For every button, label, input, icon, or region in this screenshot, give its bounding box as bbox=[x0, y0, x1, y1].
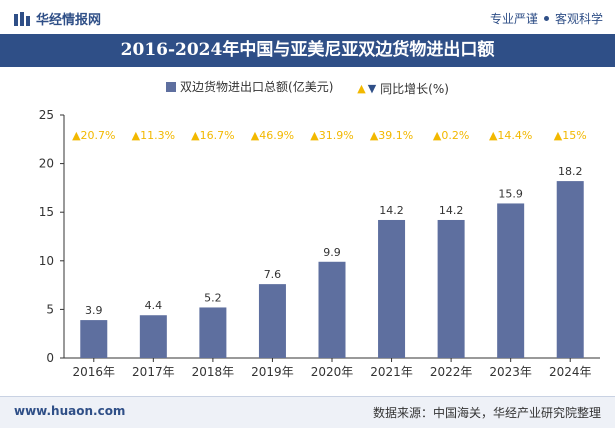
x-tick-label: 2023年 bbox=[489, 365, 532, 379]
data-source: 数据来源：中国海关，华经产业研究院整理 bbox=[372, 406, 601, 420]
slogan: 专业严谨 客观科学 bbox=[490, 10, 603, 27]
site-link[interactable]: www.huaon.com bbox=[14, 404, 126, 418]
growth-label: ▲39.1% bbox=[370, 129, 413, 142]
growth-label: ▲15% bbox=[554, 129, 587, 142]
slogan-left: 专业严谨 bbox=[489, 12, 538, 26]
growth-label: ▲14.4% bbox=[489, 129, 532, 142]
x-tick-label: 2020年 bbox=[311, 365, 354, 379]
triangle-down-icon: ▼ bbox=[367, 81, 377, 95]
brand-logo[interactable]: 华经情报网 bbox=[14, 9, 101, 28]
bar-value-label: 18.2 bbox=[558, 165, 583, 178]
growth-label: ▲20.7% bbox=[72, 129, 115, 142]
chart-title: 2016-2024年中国与亚美尼亚双边货物进出口额 bbox=[0, 34, 615, 67]
chart-legend: 双边货物进出口总额(亿美元) ▲ ▼ 同比增长(%) bbox=[0, 78, 615, 97]
bar bbox=[80, 320, 108, 358]
brand-name: 华经情报网 bbox=[36, 13, 102, 28]
bar-value-label: 15.9 bbox=[498, 187, 523, 200]
x-tick-label: 2024年 bbox=[549, 365, 592, 379]
growth-label: ▲11.3% bbox=[132, 129, 175, 142]
bar-value-label: 5.2 bbox=[204, 291, 222, 304]
growth-label: ▲16.7% bbox=[191, 129, 234, 142]
x-tick-label: 2022年 bbox=[430, 365, 473, 379]
bar-value-label: 7.6 bbox=[264, 268, 282, 281]
legend-bar-label: 双边货物进出口总额(亿美元) bbox=[180, 80, 334, 94]
bar-chart: 0 5 10 15 20 25 3.9 2016年 ▲20.7% 4.4 2017年 ▲11.3% 5.… bbox=[39, 108, 600, 379]
growth-label: ▲46.9% bbox=[251, 129, 294, 142]
bar bbox=[318, 261, 346, 358]
y-tick-label: 5 bbox=[46, 302, 54, 316]
y-tick-label: 25 bbox=[39, 108, 54, 122]
x-tick-label: 2017年 bbox=[132, 365, 175, 379]
x-tick-label: 2019年 bbox=[251, 365, 294, 379]
bar bbox=[258, 284, 286, 358]
bar bbox=[378, 219, 406, 358]
y-tick-label: 10 bbox=[39, 254, 54, 268]
x-tick-label: 2016年 bbox=[73, 365, 116, 379]
bar bbox=[437, 219, 465, 358]
bar-value-label: 14.2 bbox=[379, 204, 404, 217]
triangle-up-icon: ▲ bbox=[357, 81, 366, 95]
growth-label: ▲31.9% bbox=[310, 129, 353, 142]
bar-value-label: 3.9 bbox=[85, 304, 103, 317]
x-tick-label: 2021年 bbox=[370, 365, 413, 379]
bar-value-label: 9.9 bbox=[323, 246, 341, 259]
legend-growth-item: ▲ ▼ 同比增长(%) bbox=[357, 80, 449, 97]
y-tick-label: 0 bbox=[46, 351, 54, 365]
bar bbox=[139, 315, 167, 358]
bar bbox=[556, 181, 584, 358]
y-tick-label: 15 bbox=[39, 205, 54, 219]
bar bbox=[199, 307, 227, 358]
legend-bar-item: 双边货物进出口总额(亿美元) bbox=[166, 78, 333, 95]
bar-value-label: 4.4 bbox=[145, 299, 163, 312]
bar bbox=[497, 203, 525, 358]
slogan-right: 客观科学 bbox=[554, 12, 603, 26]
bar-swatch-icon bbox=[166, 81, 177, 92]
logo-icon bbox=[14, 11, 30, 26]
x-tick-label: 2018年 bbox=[192, 365, 235, 379]
slogan-dot bbox=[543, 16, 549, 21]
y-tick-label: 20 bbox=[39, 157, 54, 171]
bar-value-label: 14.2 bbox=[439, 204, 464, 217]
growth-label: ▲0.2% bbox=[433, 129, 469, 142]
footer: www.huaon.com 数据来源：中国海关，华经产业研究院整理 bbox=[0, 396, 615, 428]
top-bar: 华经情报网 专业严谨 客观科学 bbox=[0, 0, 615, 34]
legend-growth-label: 同比增长(%) bbox=[380, 81, 449, 96]
